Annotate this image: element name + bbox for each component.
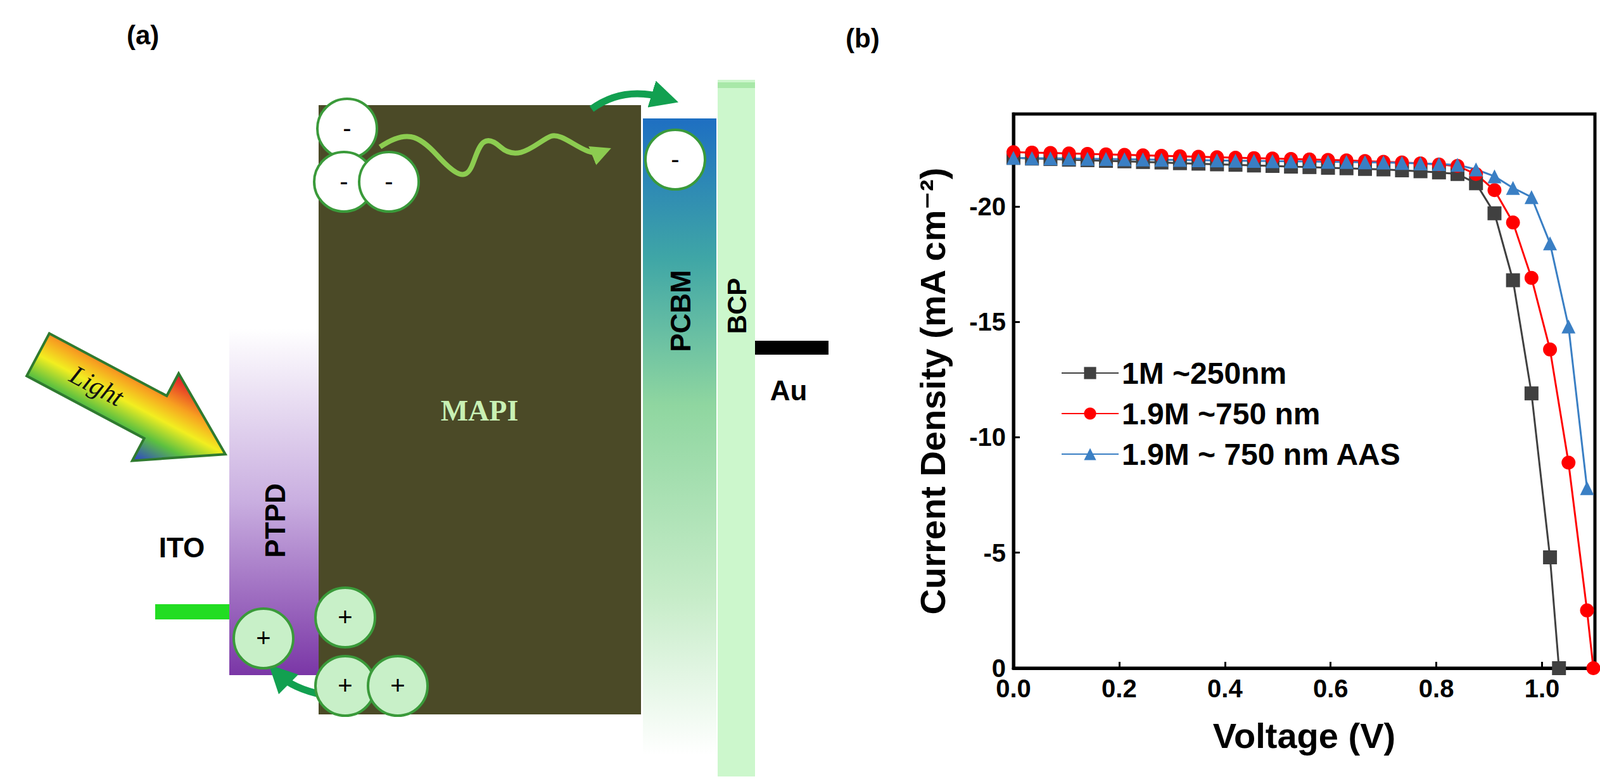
svg-text:0.2: 0.2 (1101, 674, 1137, 703)
svg-text:-5: -5 (983, 539, 1006, 567)
svg-text:1.0: 1.0 (1524, 674, 1561, 703)
svg-text:0.4: 0.4 (1207, 674, 1243, 703)
svg-text:+: + (337, 603, 353, 631)
svg-text:Voltage (V): Voltage (V) (1212, 715, 1396, 756)
svg-text:Current Density (mA cm⁻²): Current Density (mA cm⁻²) (912, 167, 953, 616)
svg-text:0.8: 0.8 (1418, 674, 1455, 703)
svg-text:-: - (339, 167, 348, 196)
svg-text:0.0: 0.0 (995, 674, 1032, 703)
svg-text:-10: -10 (969, 423, 1006, 451)
svg-text:-: - (342, 114, 351, 142)
svg-text:Au: Au (770, 374, 808, 407)
svg-text:Light: Light (64, 359, 130, 413)
svg-text:PCBM: PCBM (665, 269, 697, 353)
svg-text:1.9M ~ 750 nm AAS: 1.9M ~ 750 nm AAS (1121, 437, 1401, 472)
svg-text:-15: -15 (969, 307, 1006, 336)
svg-text:MAPI: MAPI (440, 394, 519, 427)
svg-text:+: + (255, 623, 271, 652)
svg-text:0.6: 0.6 (1313, 674, 1349, 703)
svg-text:1M ~250nm: 1M ~250nm (1121, 356, 1287, 391)
svg-text:1.9M ~750 nm: 1.9M ~750 nm (1121, 397, 1321, 431)
svg-text:0: 0 (991, 654, 1006, 683)
svg-text:-: - (670, 145, 680, 173)
svg-text:+: + (390, 671, 405, 700)
svg-text:+: + (337, 671, 353, 700)
svg-text:(b): (b) (845, 23, 880, 54)
svg-text:(a): (a) (126, 20, 159, 51)
svg-text:BCP: BCP (722, 278, 752, 335)
svg-text:-20: -20 (969, 192, 1006, 221)
svg-text:PTPD: PTPD (259, 483, 291, 558)
svg-text:ITO: ITO (158, 532, 206, 564)
svg-text:-: - (384, 167, 393, 196)
